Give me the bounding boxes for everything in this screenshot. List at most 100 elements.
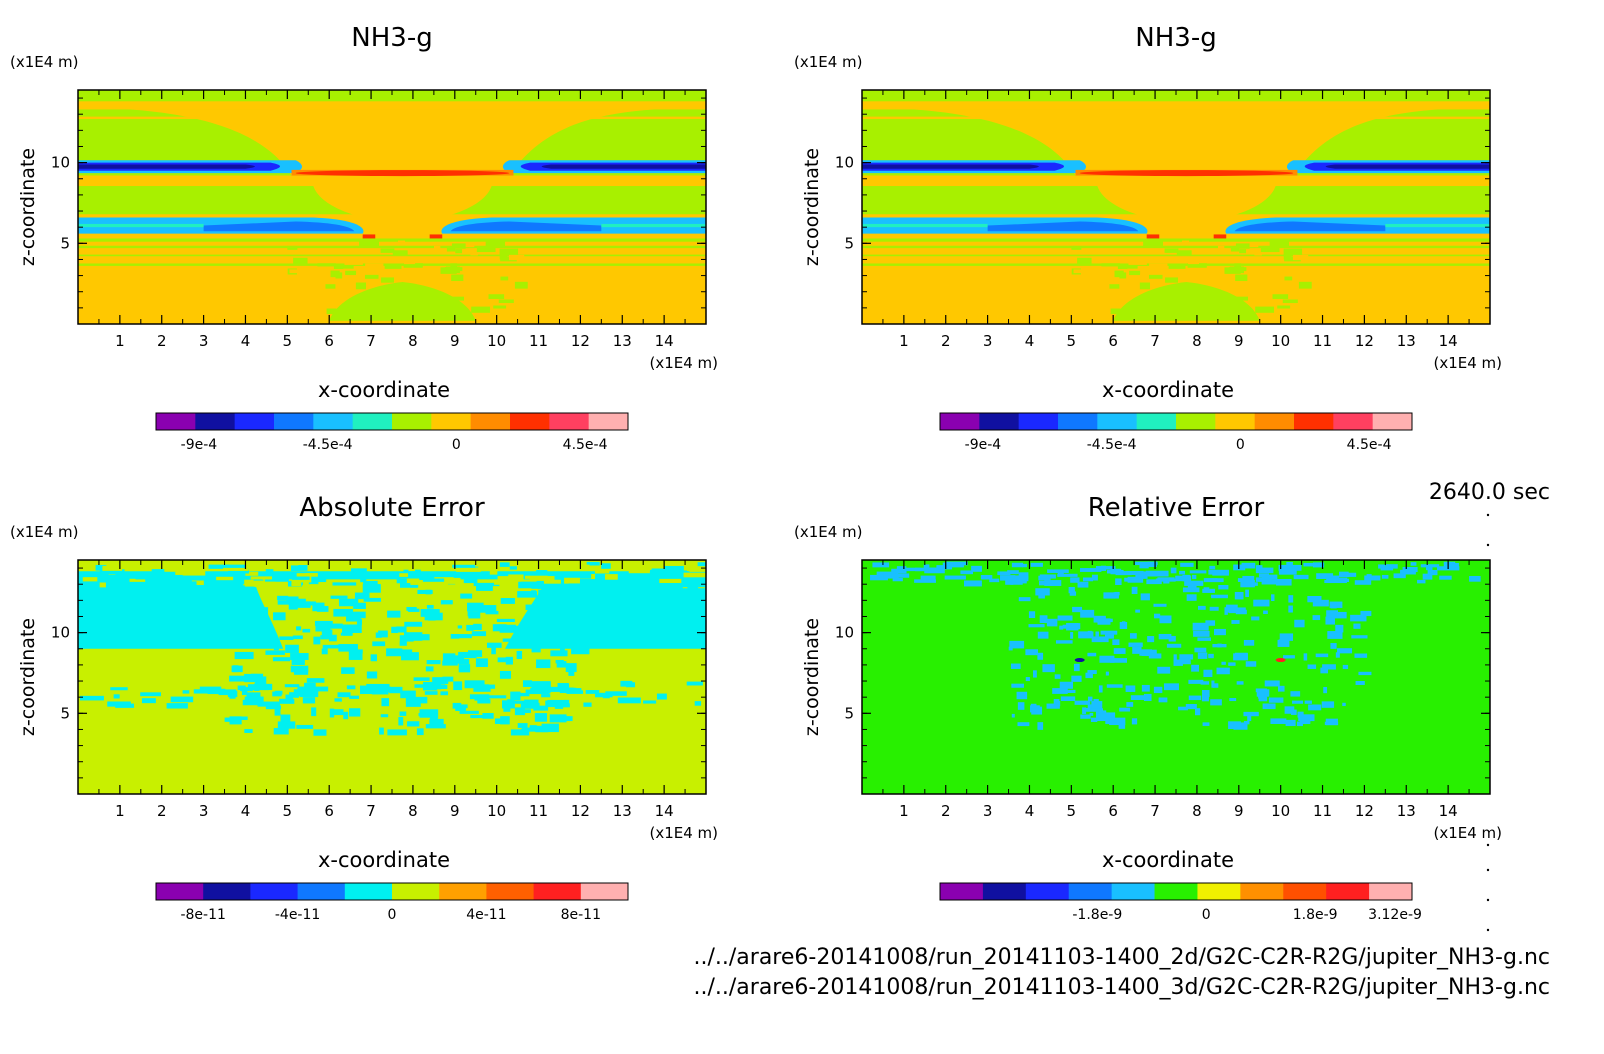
heatmap-field (78, 560, 706, 794)
field-region (301, 297, 319, 305)
field-region (424, 691, 438, 695)
field-region (439, 581, 448, 587)
field-region (1312, 599, 1329, 607)
field-region (453, 681, 463, 691)
field-region (1188, 679, 1204, 684)
field-region (643, 575, 663, 582)
x-tick-label: 12 (1355, 332, 1374, 350)
field-region (525, 689, 550, 695)
field-region (467, 602, 484, 612)
field-region (557, 604, 570, 611)
field-region (349, 695, 360, 699)
field-region (1179, 654, 1194, 660)
field-region (400, 690, 416, 699)
field-region (891, 573, 910, 578)
field-region (257, 701, 280, 707)
field-region (1298, 714, 1315, 722)
colorbar-swatch (1240, 883, 1284, 900)
field-region (1188, 695, 1202, 701)
field-region (345, 270, 357, 276)
field-region (1037, 631, 1049, 639)
colorbar-swatch (1111, 883, 1156, 900)
field-region (534, 713, 548, 722)
field-region (1132, 647, 1142, 654)
field-region (1112, 639, 1120, 646)
field-region (451, 274, 464, 282)
field-region (1255, 567, 1274, 574)
field-region (330, 595, 348, 599)
field-region (370, 686, 392, 693)
field-region (595, 692, 613, 698)
field-region (404, 632, 423, 641)
file-path-3d: ../../arare6-20141008/run_20141103-1400_… (693, 975, 1551, 1000)
field-region (1193, 630, 1210, 637)
field-region (208, 564, 230, 569)
field-region (1100, 630, 1118, 635)
field-region (290, 665, 309, 673)
field-region (381, 277, 394, 283)
field-region (617, 697, 641, 704)
field-region (346, 613, 362, 622)
field-region (349, 708, 361, 717)
field-region (1135, 574, 1148, 579)
colorbar-swatch (510, 413, 550, 430)
field-region (78, 116, 706, 120)
field-region (1294, 619, 1305, 628)
field-region (1039, 615, 1048, 624)
field-region (1131, 586, 1138, 595)
field-region (483, 695, 507, 699)
field-region (1240, 289, 1257, 295)
field-region (1069, 591, 1077, 596)
field-region (1163, 580, 1170, 584)
field-region (1233, 259, 1248, 264)
field-region (285, 644, 299, 653)
field-region (517, 591, 538, 598)
time-label: 2640.0 sec (1428, 480, 1550, 505)
field-region (1057, 573, 1078, 577)
field-region (1028, 624, 1045, 628)
field-region (1216, 667, 1230, 675)
field-region (643, 700, 657, 704)
field-region (405, 698, 421, 707)
field-region (312, 602, 325, 612)
field-region (141, 698, 156, 704)
field-region (1420, 564, 1440, 568)
colorbar-tick-label: -9e-4 (965, 437, 1002, 453)
field-region (1054, 674, 1061, 679)
field-region (452, 702, 462, 709)
field-region (1141, 684, 1150, 692)
field-region (408, 567, 415, 572)
heatmap-field (78, 90, 706, 324)
field-region (912, 109, 1440, 176)
field-region (157, 575, 168, 580)
field-region (533, 705, 549, 711)
field-region (567, 588, 577, 595)
field-region (1166, 643, 1182, 648)
colorbar-tick-label: 0 (1202, 907, 1211, 923)
field-region (403, 569, 421, 574)
field-region (683, 572, 706, 578)
field-region (1303, 653, 1308, 661)
field-region (892, 577, 903, 582)
field-region (379, 727, 384, 735)
field-region (333, 264, 344, 270)
field-region (964, 580, 982, 587)
field-region (366, 572, 376, 578)
field-region (1283, 655, 1295, 659)
field-region (452, 634, 472, 639)
field-region (1021, 563, 1027, 568)
field-region (1143, 693, 1152, 702)
field-region (450, 633, 460, 639)
field-region (1070, 632, 1074, 639)
field-region (1095, 631, 1099, 637)
field-region (450, 262, 458, 269)
field-region (550, 650, 568, 657)
colorbar-swatch (352, 413, 393, 430)
field-region (601, 223, 706, 228)
field-region (460, 593, 473, 599)
field-region (1007, 575, 1029, 582)
x-axis-label: x-coordinate (1102, 378, 1234, 402)
field-region (1181, 660, 1191, 665)
field-region (559, 647, 565, 653)
field-region (1275, 658, 1286, 663)
